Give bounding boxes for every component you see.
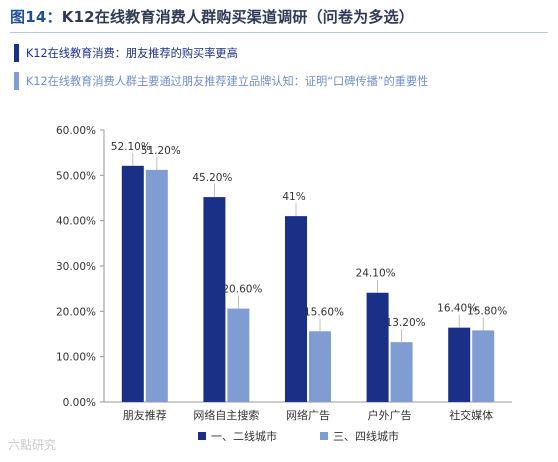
data-label: 51.20% bbox=[141, 145, 181, 157]
page-title: 图14：K12在线教育消费人群购买渠道调研（问卷为多选） bbox=[10, 6, 414, 27]
x-tick-label: 户外广告 bbox=[368, 408, 412, 422]
y-tick-label: 40.00% bbox=[56, 216, 96, 228]
y-tick-label: 60.00% bbox=[56, 125, 96, 137]
data-label: 52.10% bbox=[111, 141, 151, 153]
figure-title: K12在线教育消费人群购买渠道调研（问卷为多选） bbox=[61, 8, 414, 26]
legend-swatch-1 bbox=[198, 432, 206, 440]
note-2-marker bbox=[14, 72, 19, 90]
x-tick-label: 社交媒体 bbox=[449, 408, 493, 422]
note-1: K12在线教育消费：朋友推荐的购买率更高 bbox=[14, 42, 238, 64]
bar-2 bbox=[472, 330, 495, 402]
data-label: 13.20% bbox=[386, 317, 426, 329]
data-label: 41% bbox=[282, 191, 305, 203]
x-tick-label: 网络自主搜索 bbox=[193, 408, 259, 422]
y-tick-label: 0.00% bbox=[63, 397, 96, 409]
bar-2 bbox=[227, 308, 250, 402]
watermark: 六點研究 bbox=[8, 438, 57, 452]
y-tick-label: 30.00% bbox=[56, 261, 96, 273]
bar-1 bbox=[448, 327, 471, 402]
bar-2 bbox=[145, 169, 168, 402]
legend-label-1: 一、二线城市 bbox=[211, 429, 277, 443]
bar-2 bbox=[390, 342, 413, 402]
bar-1 bbox=[285, 216, 307, 402]
figure-label: 图14： bbox=[10, 8, 62, 26]
title-divider bbox=[10, 32, 548, 33]
y-tick-label: 20.00% bbox=[56, 306, 96, 318]
data-label: 24.10% bbox=[356, 268, 396, 280]
y-tick-label: 10.00% bbox=[56, 352, 96, 364]
bar-2 bbox=[309, 331, 331, 402]
note-1-marker bbox=[14, 44, 19, 62]
bar-1 bbox=[203, 197, 226, 402]
data-label: 16.40% bbox=[437, 303, 477, 315]
bar-1 bbox=[366, 292, 389, 402]
note-2: K12在线教育消费人群主要通过朋友推荐建立品牌认知：证明“口碑传播”的重要性 bbox=[14, 70, 428, 92]
legend-swatch-2 bbox=[320, 432, 328, 440]
x-tick-label: 网络广告 bbox=[286, 408, 330, 422]
data-label: 45.20% bbox=[192, 172, 232, 184]
x-tick-label: 朋友推荐 bbox=[123, 408, 167, 422]
y-tick-label: 50.00% bbox=[56, 170, 96, 182]
note-2-text: K12在线教育消费人群主要通过朋友推荐建立品牌认知：证明“口碑传播”的重要性 bbox=[26, 75, 429, 88]
data-label: 20.60% bbox=[222, 284, 262, 296]
note-1-text: K12在线教育消费：朋友推荐的购买率更高 bbox=[26, 47, 238, 60]
data-label: 15.60% bbox=[304, 306, 344, 318]
bar-1 bbox=[121, 165, 144, 402]
legend-label-2: 三、四线城市 bbox=[333, 429, 399, 443]
data-label: 15.80% bbox=[467, 305, 507, 317]
